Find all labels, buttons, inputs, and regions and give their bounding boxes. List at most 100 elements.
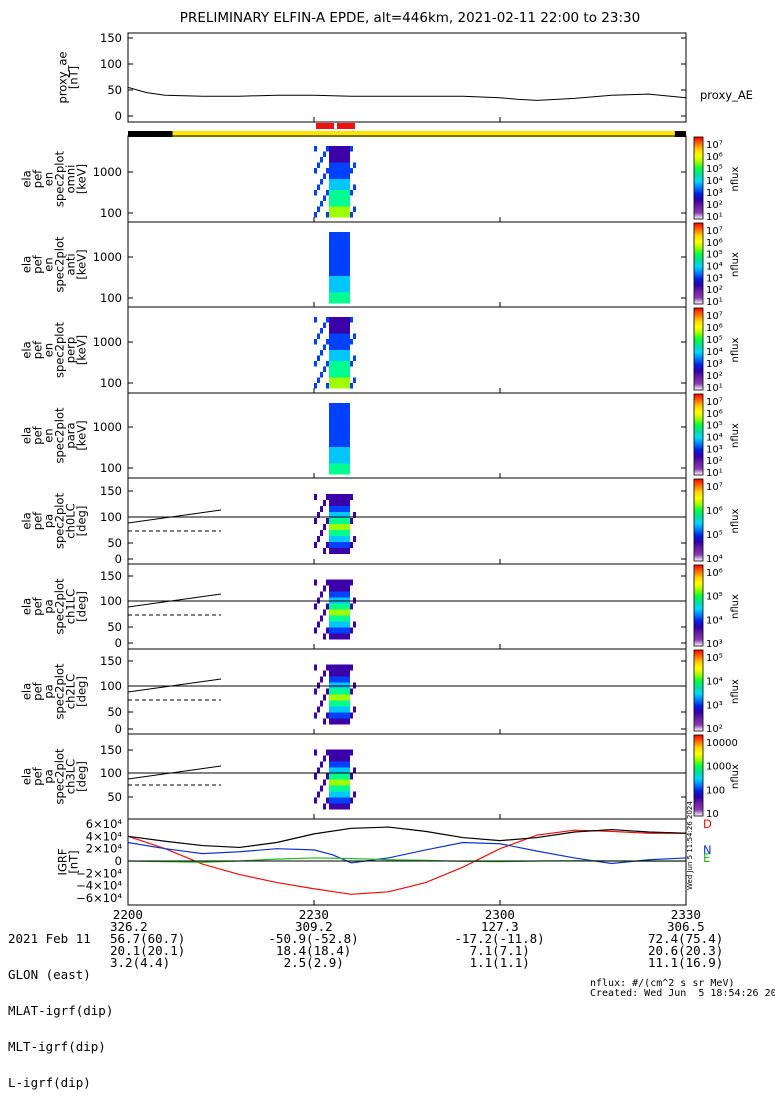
- spectrogram-cell: [344, 333, 347, 339]
- ylabel-en_para: ela: [20, 427, 34, 444]
- spectrogram-cell: [341, 463, 344, 469]
- spectrogram-cell: [350, 339, 353, 345]
- spectrogram-cell: [347, 355, 350, 361]
- spectrogram-cell: [347, 676, 350, 683]
- spectrogram-cell: [344, 524, 347, 530]
- spectrogram-cell: [338, 524, 341, 530]
- ytick-label-en_anti: 1000: [93, 250, 122, 264]
- ytick-label-igrf: 2×10⁴: [86, 842, 123, 856]
- spectrogram-cell: [332, 633, 335, 640]
- spectrogram-cell: [347, 664, 350, 671]
- spectrogram-cell: [335, 524, 338, 530]
- spectrogram-cell: [347, 270, 350, 276]
- spectrogram-cell: [332, 506, 335, 512]
- spectrogram-cell: [341, 633, 344, 640]
- spectrogram-cell: [314, 664, 317, 671]
- spectrogram-cell: [338, 712, 341, 719]
- ytick-label-pa_ch0: 100: [100, 510, 122, 524]
- spectrogram-cell: [326, 627, 329, 634]
- spectrogram-cell: [344, 265, 347, 271]
- spectrogram-cell: [353, 706, 356, 713]
- spectrogram-cell: [329, 151, 332, 157]
- spectrogram-cell: [341, 430, 344, 436]
- spectrogram-cell: [332, 609, 335, 616]
- spectrogram-cell: [320, 761, 323, 768]
- spectrogram-cell: [335, 761, 338, 768]
- spectrogram-cell: [338, 328, 341, 334]
- colorbar-tick-en_perp: 10⁶: [706, 323, 723, 334]
- spectrogram-cell: [341, 254, 344, 260]
- ylabel-en_omni: omni: [64, 165, 78, 194]
- colorbar-tick-en_omni: 10⁵: [706, 164, 723, 175]
- spectrogram-cell: [341, 676, 344, 683]
- spectrogram-cell: [335, 627, 338, 634]
- spectrogram-cell: [338, 718, 341, 725]
- spectrogram-cell: [353, 184, 356, 190]
- spectrogram-cell: [329, 712, 332, 719]
- spectrogram-cell: [338, 237, 341, 243]
- spectrogram-cell: [338, 773, 341, 780]
- spectrogram-cell: [326, 603, 329, 610]
- ytick-label-ae: 50: [107, 83, 122, 97]
- spectrogram-cell: [332, 361, 335, 367]
- ylabel-en_anti: en: [42, 257, 56, 271]
- spectrogram-cell: [350, 317, 353, 323]
- spectrogram-cell: [353, 206, 356, 212]
- spectrogram-cell: [335, 276, 338, 282]
- spectrogram-cell: [314, 383, 317, 389]
- spectrogram-cell: [332, 779, 335, 786]
- spectrogram-cell: [341, 518, 344, 524]
- spectrogram-cell: [338, 469, 341, 475]
- spectrogram-cell: [338, 664, 341, 671]
- ytick-label-en_perp: 1000: [93, 335, 122, 349]
- spectrogram-cell: [332, 615, 335, 622]
- igrf-series-N: [127, 841, 687, 865]
- proxy-ae-chart: [127, 86, 687, 101]
- spectrogram-cell: [332, 403, 335, 409]
- spectrogram-cell: [332, 322, 335, 328]
- spectrogram-cell: [341, 712, 344, 719]
- footer-mlt-label: MLT-igrf(dip): [8, 1039, 106, 1054]
- spectrogram-cell: [338, 803, 341, 810]
- spectrogram-cell: [338, 706, 341, 713]
- ylabel-en_perp: [keV]: [75, 335, 89, 365]
- spectrogram-cell: [332, 627, 335, 634]
- spectrogram-cell: [314, 749, 317, 756]
- spectrogram-cell: [314, 579, 317, 586]
- spectrogram-cell: [335, 237, 338, 243]
- ylabel-en_perp: spec2plot: [53, 321, 67, 378]
- spectrogram-cell: [344, 500, 347, 506]
- spectrogram-cell: [347, 506, 350, 512]
- colorbar-tick-en_anti: 10⁶: [706, 238, 723, 249]
- colorbar-tick-pa_ch2: 10²: [706, 724, 723, 735]
- spectrogram-cell: [317, 377, 320, 383]
- spectrogram-cell: [353, 621, 356, 628]
- spectrogram-cell: [323, 524, 326, 530]
- ytick-label-pa_ch2: 0: [115, 722, 122, 736]
- spectrogram-cell: [314, 518, 317, 524]
- footer-mlat-label: MLAT-igrf(dip): [8, 1003, 114, 1018]
- spectrogram-cell: [332, 452, 335, 458]
- spectrogram-cell: [332, 408, 335, 414]
- spectrogram-cell: [335, 414, 338, 420]
- spectrogram-cell: [341, 151, 344, 157]
- spectrogram-cell: [329, 585, 332, 592]
- status-bar-yellow-segment: [172, 131, 675, 137]
- spectrogram-cell: [338, 761, 341, 768]
- spectrogram-cell: [332, 458, 335, 464]
- spectrogram-cell: [353, 162, 356, 168]
- spectrogram-cell: [332, 201, 335, 207]
- spectrogram-cell: [344, 591, 347, 598]
- colorbar-layer: 10⁷10⁶10⁵10⁴10³10²10¹nflux10⁷10⁶10⁵10⁴10…: [693, 136, 741, 820]
- spectrogram-cell: [320, 201, 323, 207]
- spectrogram-cell: [314, 146, 317, 152]
- spectrogram-cell: [332, 749, 335, 756]
- spectrogram-cell: [347, 749, 350, 756]
- spectrogram-cell: [338, 173, 341, 179]
- spectrogram-cell: [335, 585, 338, 592]
- spectrogram-cell: [347, 237, 350, 243]
- spectrogram-cell: [329, 190, 332, 196]
- spectrogram-cell: [332, 548, 335, 554]
- status-bar: [128, 123, 686, 137]
- spectrogram-cell: [344, 676, 347, 683]
